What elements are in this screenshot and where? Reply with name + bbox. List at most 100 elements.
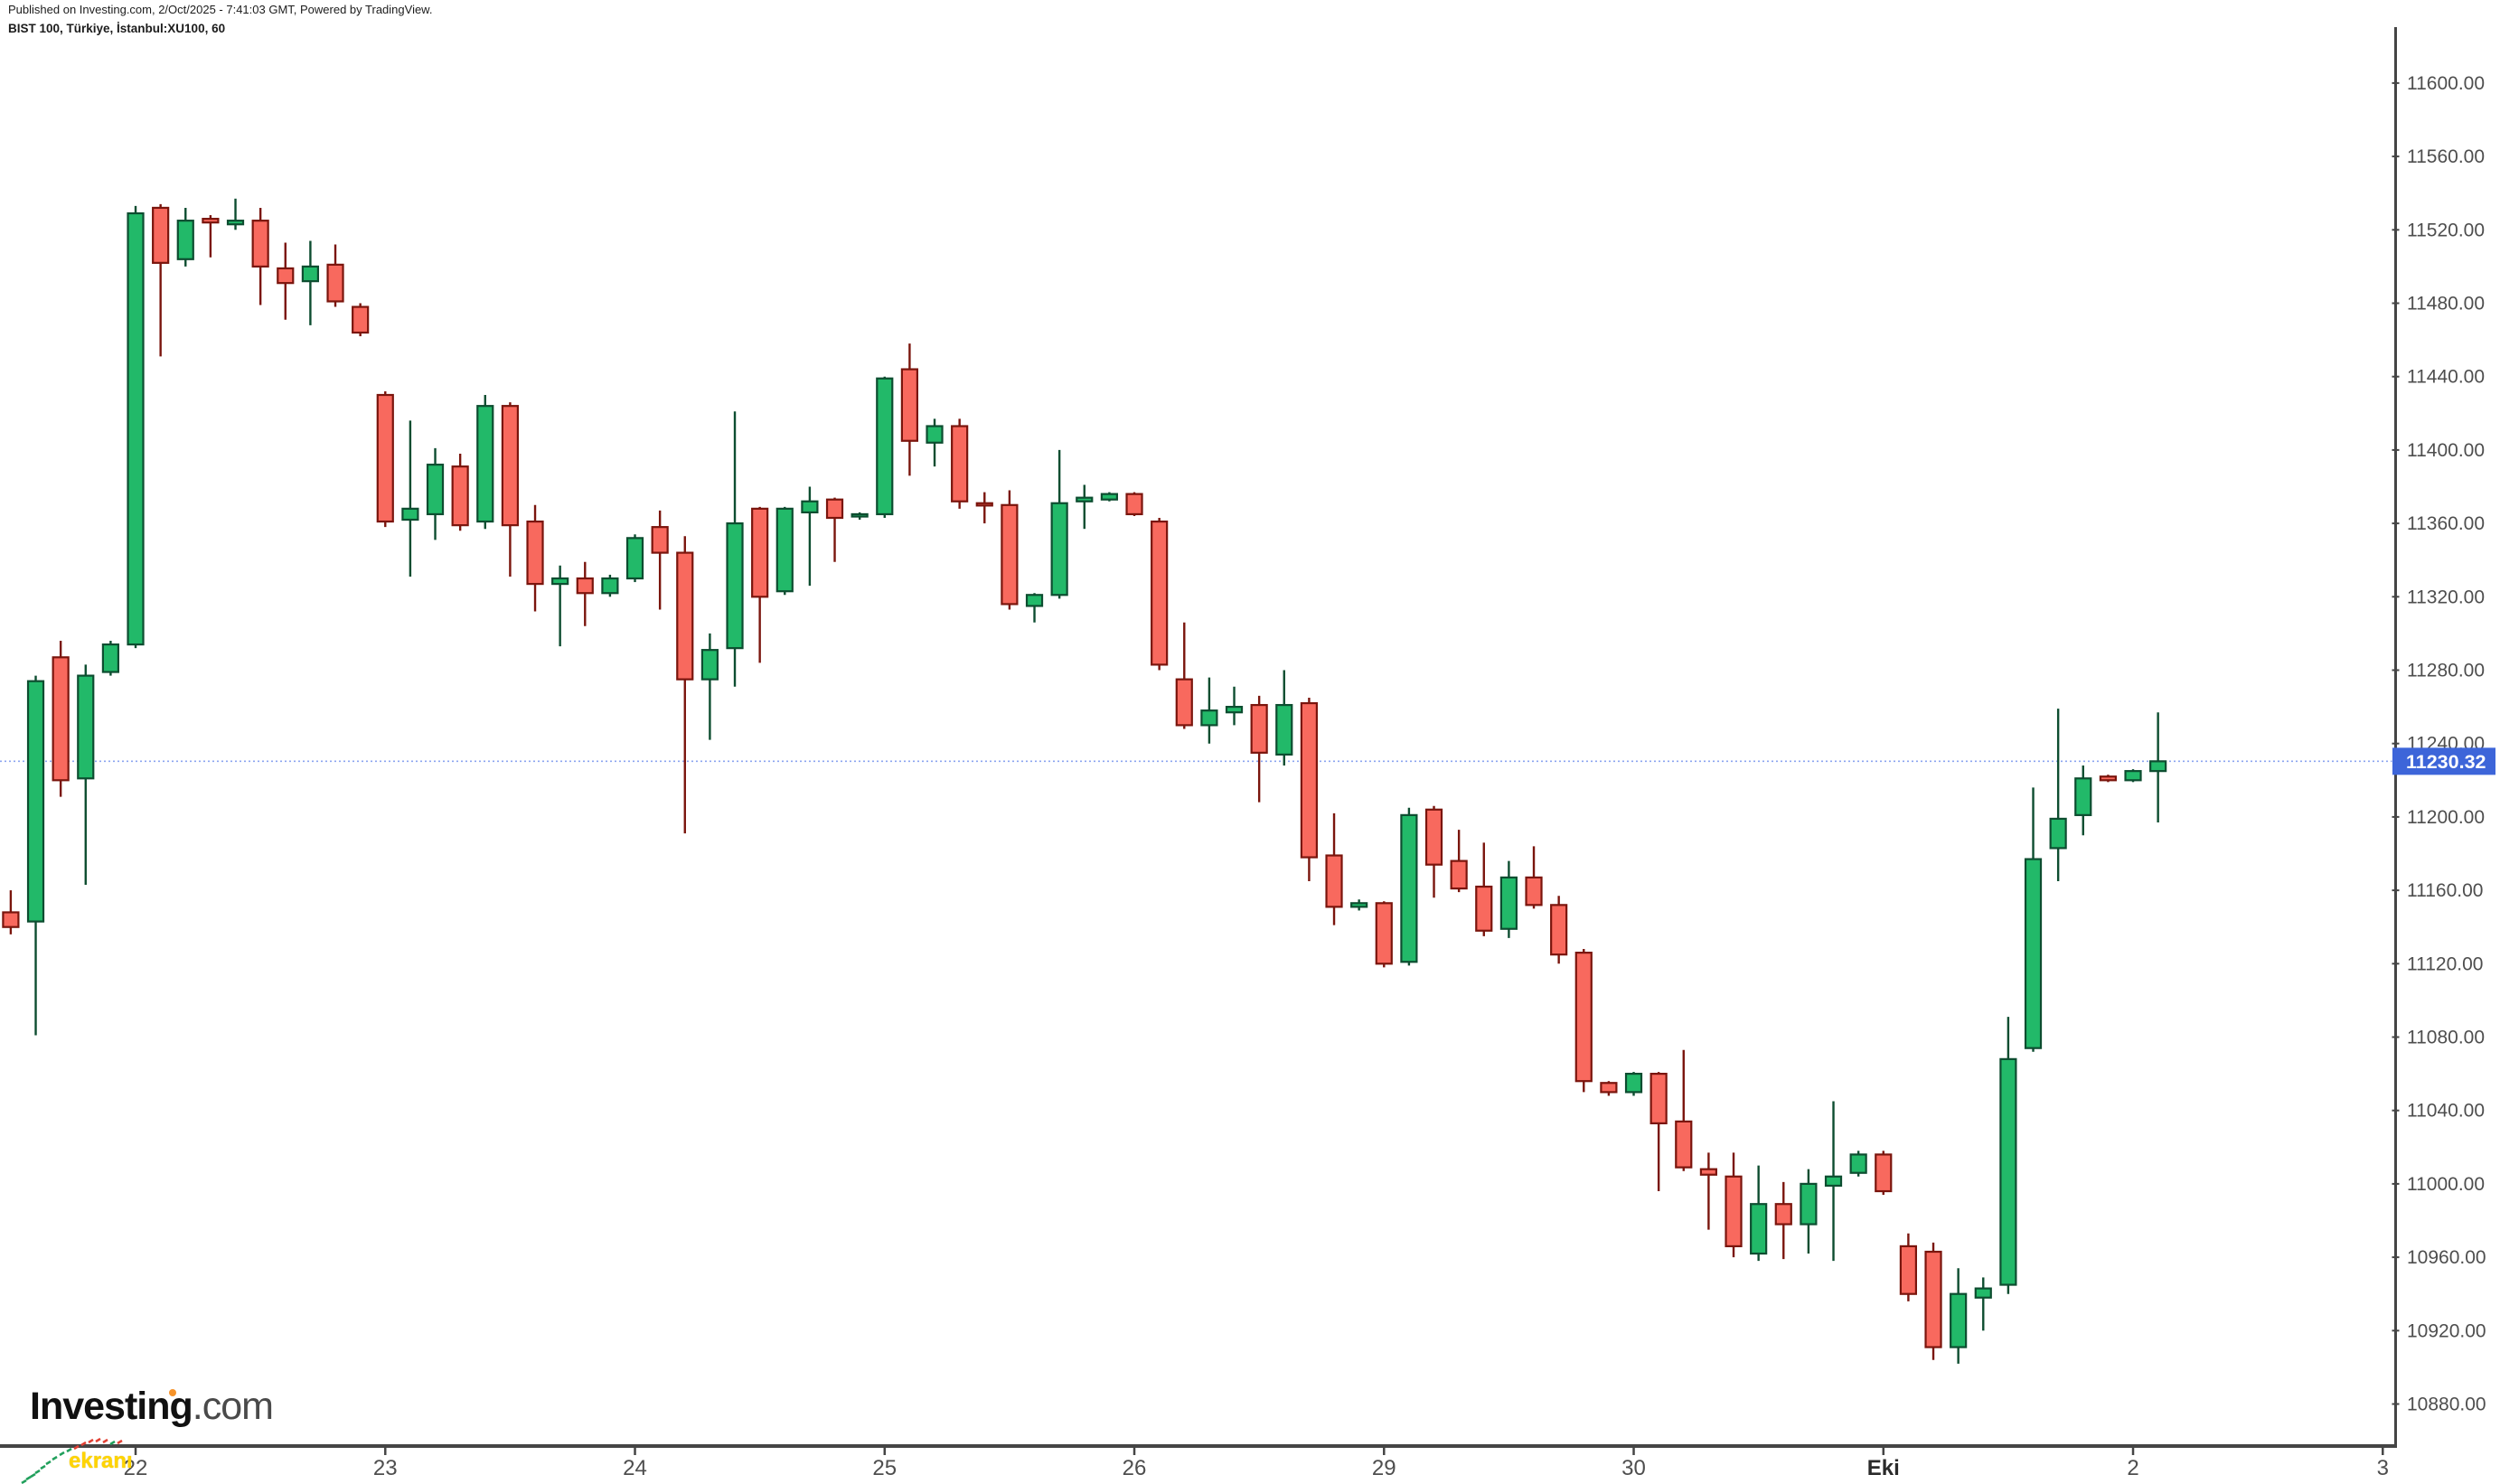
candle-down (1774, 1203, 1792, 1226)
watermark-dash-icon (59, 1451, 65, 1457)
candle-down (975, 502, 993, 507)
candle-down (1600, 1082, 1618, 1094)
price-axis-label: 10960.00 (2407, 1247, 2486, 1268)
watermark-dash-icon (66, 1447, 72, 1453)
candle-down (52, 656, 70, 782)
candle-down (1899, 1244, 1917, 1295)
candle-down (576, 577, 594, 595)
candle-up (476, 405, 494, 523)
candle-up (426, 464, 445, 516)
time-axis-label: Eki (1867, 1456, 1900, 1480)
price-axis-label: 11400.00 (2407, 440, 2485, 461)
candle-down (2, 911, 20, 928)
price-axis-label: 11560.00 (2407, 146, 2485, 167)
watermark-dash-icon (95, 1437, 101, 1443)
price-axis-label: 10920.00 (2407, 1320, 2486, 1341)
symbol-line: BIST 100, Türkiye, İstanbul:XU100, 60 (8, 22, 226, 35)
candle-up (801, 500, 819, 514)
time-axis-label: 30 (1621, 1456, 1646, 1480)
price-axis-label: 11440.00 (2407, 367, 2485, 388)
candle-down (651, 526, 669, 554)
time-axis-label: 24 (623, 1456, 647, 1480)
price-axis-label: 11200.00 (2407, 807, 2485, 828)
candle-down (352, 305, 370, 334)
candle-down (251, 220, 269, 268)
candle-up (2049, 817, 2067, 850)
price-axis-label: 11280.00 (2407, 661, 2485, 681)
time-axis-label: 29 (1372, 1456, 1396, 1480)
candle-down (951, 425, 969, 502)
candle-down (1450, 859, 1468, 890)
candle-down (1175, 678, 1193, 727)
candle-down (376, 393, 394, 523)
last-price-tag-value: 11230.32 (2406, 751, 2486, 773)
price-axis-label: 11040.00 (2407, 1101, 2485, 1122)
time-axis-label: 3 (2377, 1456, 2389, 1480)
time-axis-label: 25 (872, 1456, 897, 1480)
price-axis-label: 11480.00 (2407, 294, 2485, 315)
candle-up (26, 680, 45, 923)
candle-up (775, 507, 794, 593)
logo-tld: .com (192, 1385, 274, 1428)
candle-down (751, 507, 769, 598)
candle-up (625, 537, 644, 580)
candle-down (1574, 952, 1593, 1083)
watermark-dash-icon (21, 1479, 27, 1484)
candle-up (1100, 493, 1119, 501)
price-axis-label: 11520.00 (2407, 220, 2485, 240)
candle-up (726, 521, 744, 650)
candle-up (1950, 1292, 1968, 1348)
investing-logo: Investing.com (30, 1385, 274, 1429)
candle-down (1300, 701, 1319, 859)
watermark-chart-sketch (21, 1437, 123, 1484)
candle-up (127, 211, 145, 646)
candle-down (326, 263, 344, 303)
candle-down (451, 465, 469, 527)
candle-down (1924, 1250, 1942, 1348)
candle-down (202, 218, 220, 224)
logo-text: Investing (30, 1385, 193, 1428)
candle-down (152, 206, 170, 264)
candle-up (2074, 777, 2092, 816)
candle-up (2124, 770, 2142, 782)
price-axis-label: 11000.00 (2407, 1174, 2485, 1195)
watermark-dash-icon (40, 1464, 46, 1470)
price-axis-label: 11080.00 (2407, 1028, 2485, 1048)
candle-up (301, 265, 319, 283)
watermark-dash-icon (73, 1444, 80, 1451)
watermark-text: ekranı (69, 1449, 133, 1473)
candle-up (2024, 858, 2043, 1049)
candle-down (501, 405, 520, 527)
candle-up (1350, 902, 1368, 908)
price-axis-label: 11160.00 (2407, 880, 2483, 901)
candle-down (1699, 1168, 1718, 1176)
watermark-dash-icon (109, 1440, 116, 1446)
watermark-dash-icon (45, 1460, 52, 1466)
candle-down (1550, 904, 1568, 956)
candle-up (226, 220, 245, 226)
candle-down (676, 551, 694, 681)
candle-down (1525, 876, 1543, 906)
candle-down (526, 520, 544, 586)
candle-up (101, 643, 120, 673)
candle-down (1001, 503, 1019, 606)
candle-down (1250, 703, 1268, 754)
watermark-dash-icon (88, 1438, 94, 1444)
candle-down (1325, 854, 1343, 908)
watermark-dash-icon (102, 1438, 108, 1444)
candle-up (1275, 703, 1293, 756)
logo-orange-dot-icon (169, 1389, 176, 1396)
price-axis-label: 11600.00 (2407, 73, 2485, 94)
candle-down (1649, 1072, 1668, 1125)
candle-up (401, 507, 419, 521)
candle-down (1375, 902, 1393, 965)
price-axis-label: 11120.00 (2407, 953, 2483, 974)
candle-up (1974, 1287, 1992, 1299)
price-axis-label: 10880.00 (2407, 1395, 2486, 1415)
watermark-dash-icon (52, 1455, 58, 1461)
candle-down (1475, 885, 1493, 932)
candle-up (851, 512, 869, 518)
published-line: Published on Investing.com, 2/Oct/2025 -… (8, 3, 433, 16)
time-axis-label: 22 (124, 1456, 148, 1480)
watermark-dash-icon (30, 1472, 36, 1479)
